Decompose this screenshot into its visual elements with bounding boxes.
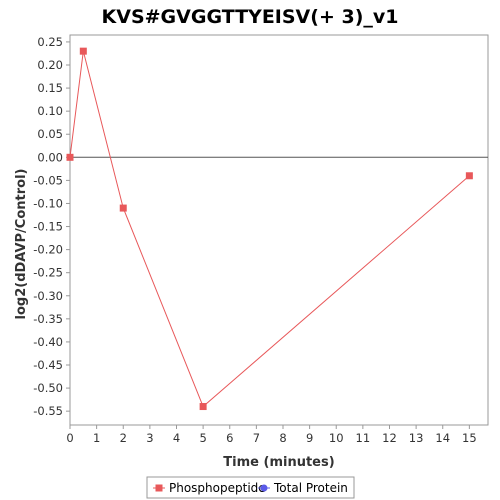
x-tick-label: 13 [409,431,424,445]
data-point [79,47,87,55]
data-point [119,204,127,212]
x-tick-label: 6 [226,431,233,445]
x-axis-label: Time (minutes) [223,455,334,470]
y-tick-label: -0.55 [33,404,63,418]
x-tick-label: 15 [462,431,477,445]
x-tick-label: 11 [356,431,371,445]
data-point [465,172,473,180]
y-tick-label: 0.15 [37,81,63,95]
y-tick-label: 0.20 [37,58,63,72]
legend-marker [260,484,268,492]
x-tick-label: 1 [93,431,100,445]
y-tick-label: -0.05 [33,173,63,187]
x-tick-label: 9 [306,431,313,445]
y-tick-label: 0.00 [37,150,63,164]
x-tick-label: 4 [173,431,180,445]
y-tick-label: -0.20 [33,243,63,257]
legend-marker [155,484,163,492]
y-tick-label: -0.50 [33,381,63,395]
y-tick-label: -0.15 [33,220,63,234]
y-tick-label: -0.30 [33,289,63,303]
y-axis: 0.25 0.20 0.15 0.10 0.05 0.00 -0.05 -0.10 -0.15 -… [33,35,70,418]
x-tick-label: 0 [66,431,73,445]
y-tick-label: -0.40 [33,335,63,349]
x-axis: 0 1 2 3 4 5 6 7 8 9 10 11 12 13 14 15 [66,425,477,445]
y-axis-label: log2(dDAVP/Control) [14,169,29,320]
x-tick-label: 10 [329,431,344,445]
chart-title: KVS#GVGGTTYEISV(+ 3)_v1 [102,6,399,28]
legend-box [146,476,355,499]
series-layer [66,47,473,411]
x-tick-label: 8 [279,431,286,445]
plot-area [69,34,489,426]
x-tick-label: 12 [382,431,397,445]
legend: Phosphopeptide Total Protein [146,476,355,499]
legend-label: Total Protein [273,481,348,495]
x-tick-label: 2 [120,431,127,445]
x-tick-label: 14 [435,431,450,445]
y-tick-label: -0.25 [33,266,63,280]
x-tick-label: 3 [146,431,153,445]
x-tick-label: 5 [199,431,206,445]
y-tick-label: -0.35 [33,312,63,326]
data-point [66,153,74,161]
x-tick-label: 7 [253,431,260,445]
y-tick-label: 0.10 [37,104,63,118]
y-tick-label: -0.10 [33,196,63,210]
y-tick-label: 0.25 [37,35,63,49]
legend-label: Phosphopeptide [169,481,266,495]
y-tick-label: 0.05 [37,127,63,141]
data-point [199,403,207,411]
y-tick-label: -0.45 [33,358,63,372]
